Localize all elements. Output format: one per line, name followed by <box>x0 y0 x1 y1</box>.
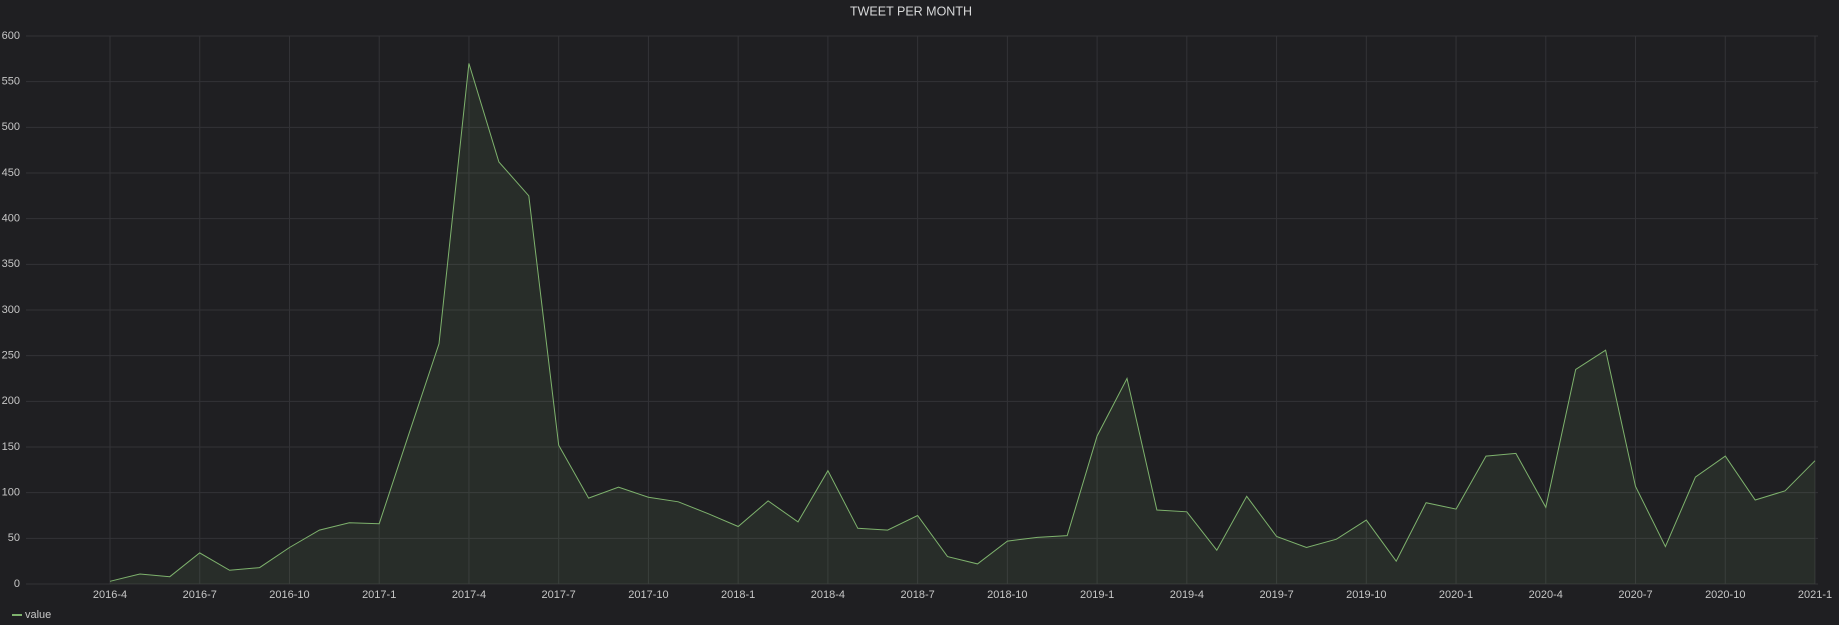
x-tick-label: 2019-1 <box>1080 589 1114 601</box>
y-tick-label: 150 <box>2 441 20 453</box>
x-tick-label: 2017-4 <box>452 589 486 601</box>
y-tick-label: 350 <box>2 258 20 270</box>
y-tick-label: 600 <box>2 30 20 42</box>
x-tick-label: 2021-1 <box>1798 589 1832 601</box>
y-tick-label: 500 <box>2 121 20 133</box>
x-tick-label: 2019-7 <box>1259 589 1293 601</box>
x-tick-label: 2019-4 <box>1170 589 1204 601</box>
x-tick-label: 2017-7 <box>542 589 576 601</box>
x-tick-label: 2018-4 <box>811 589 845 601</box>
y-tick-label: 100 <box>2 487 20 499</box>
x-tick-label: 2019-10 <box>1346 589 1386 601</box>
legend-label: value <box>25 609 51 621</box>
x-tick-label: 2017-1 <box>362 589 396 601</box>
y-tick-label: 550 <box>2 76 20 88</box>
x-tick-label: 2020-7 <box>1618 589 1652 601</box>
x-tick-label: 2020-10 <box>1705 589 1745 601</box>
y-tick-label: 400 <box>2 213 20 225</box>
x-tick-label: 2018-1 <box>721 589 755 601</box>
x-tick-label: 2020-1 <box>1439 589 1473 601</box>
area <box>110 63 1815 584</box>
line <box>109 63 1816 582</box>
x-tick-label: 2017-10 <box>628 589 668 601</box>
y-tick-label: 300 <box>2 304 20 316</box>
x-tick-label: 2020-4 <box>1529 589 1563 601</box>
y-tick-label: 250 <box>2 350 20 362</box>
chart-title: TWEET PER MONTH <box>850 4 972 18</box>
x-tick-label: 2016-4 <box>93 589 127 601</box>
x-tick-label: 2016-7 <box>183 589 217 601</box>
x-tick-label: 2018-7 <box>900 589 934 601</box>
y-tick-label: 450 <box>2 167 20 179</box>
y-tick-label: 200 <box>2 395 20 407</box>
y-tick-label: 0 <box>14 578 20 590</box>
y-tick-label: 50 <box>8 532 20 544</box>
x-tick-label: 2018-10 <box>987 589 1027 601</box>
x-tick-label: 2016-10 <box>269 589 309 601</box>
